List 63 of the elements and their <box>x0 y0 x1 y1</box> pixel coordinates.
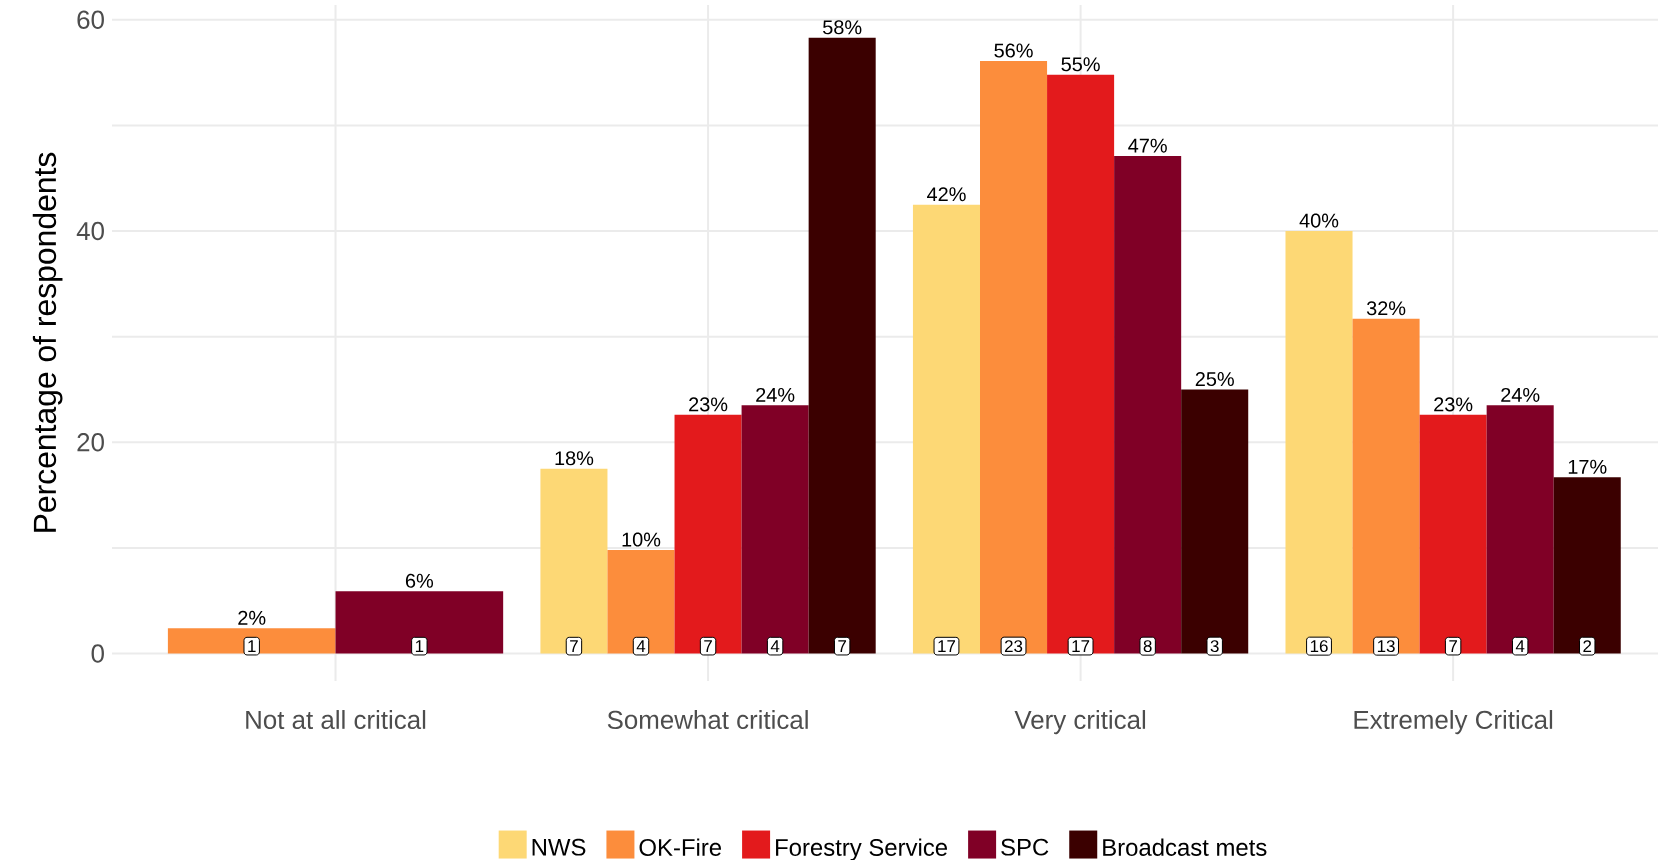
y-axis-title: Percentage of respondents <box>32 152 63 532</box>
annotation: 7 <box>1449 640 1457 652</box>
y-tick-label: 20 <box>77 433 104 452</box>
annotation: 17 <box>1072 640 1090 652</box>
data-label: 40% <box>1299 213 1339 228</box>
annotation: 7 <box>570 640 578 652</box>
legend-label: Broadcast mets <box>1103 838 1267 856</box>
annotation: 7 <box>704 640 712 652</box>
bar <box>1352 318 1420 654</box>
data-label: 2% <box>238 610 266 625</box>
legend-label: SPC <box>1001 838 1049 856</box>
data-label: 24% <box>756 387 795 402</box>
annotation: 3 <box>1210 640 1219 653</box>
bar <box>1486 405 1554 654</box>
data-label: 56% <box>994 43 1033 58</box>
y-tick-label: 60 <box>77 10 104 29</box>
annotation: 17 <box>938 640 956 652</box>
annotation: 8 <box>1143 640 1152 653</box>
data-label: 18% <box>555 451 594 466</box>
legend-label: Forestry Service <box>776 838 948 860</box>
data-label: 42% <box>927 187 966 202</box>
bar <box>741 405 809 654</box>
data-label: 23% <box>689 397 728 412</box>
bar <box>1419 414 1487 654</box>
y-tick-label: 40 <box>76 221 104 241</box>
bar <box>1285 231 1353 654</box>
bar <box>607 550 675 654</box>
bar <box>1553 477 1621 654</box>
annotation: 16 <box>1310 640 1328 653</box>
data-label: 32% <box>1366 301 1406 316</box>
bar <box>1181 389 1249 654</box>
data-label: 10% <box>622 532 661 547</box>
annotation: 23 <box>1004 640 1023 653</box>
bar <box>980 60 1048 654</box>
annotation: 4 <box>636 640 646 652</box>
bar <box>1114 156 1182 654</box>
annotation: 2 <box>1583 640 1592 653</box>
annotation: 1 <box>248 640 256 652</box>
bar <box>1047 74 1115 654</box>
data-label: 17% <box>1568 459 1607 474</box>
data-label: 24% <box>1501 387 1540 402</box>
bar <box>674 414 742 654</box>
legend-label: NWS <box>532 838 586 856</box>
x-tick-label: Somewhat critical <box>607 710 808 730</box>
x-tick-label: Extremely Critical <box>1354 710 1553 735</box>
x-tick-label: Very critical <box>1014 710 1146 735</box>
bar <box>912 204 980 654</box>
x-tick-label: Not at all critical <box>246 710 426 730</box>
annotation: 13 <box>1377 640 1395 653</box>
data-label: 23% <box>1434 397 1473 412</box>
annotation: 4 <box>1515 640 1525 652</box>
data-label: 47% <box>1128 138 1167 153</box>
data-label: 6% <box>405 573 434 588</box>
legend-label: OK-Fire <box>639 838 722 856</box>
annotation: 4 <box>770 640 780 652</box>
data-label: 58% <box>823 20 862 35</box>
bar <box>808 37 876 654</box>
data-label: 25% <box>1195 371 1234 387</box>
y-tick-label: 0 <box>91 644 104 663</box>
bar <box>540 468 608 654</box>
annotation: 7 <box>838 640 847 652</box>
annotation: 1 <box>415 640 424 652</box>
data-label: 55% <box>1061 57 1100 72</box>
